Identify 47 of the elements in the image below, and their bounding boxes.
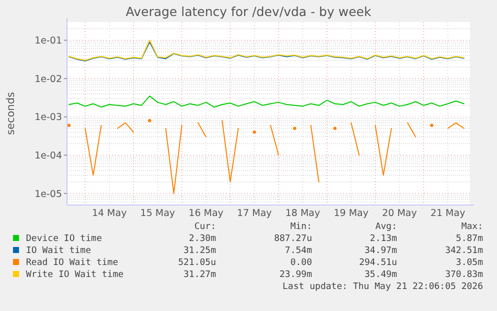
- x-tick-label: 16 May: [188, 208, 224, 219]
- x-tick-label: 14 May: [92, 208, 128, 219]
- text: 35.49m: [364, 270, 397, 280]
- text: Max:: [461, 222, 483, 232]
- y-axis-title: seconds: [5, 92, 17, 135]
- text: 0.00: [290, 258, 312, 268]
- x-tick-label: 21 May: [430, 208, 466, 219]
- point: [430, 124, 434, 127]
- y-tick-label: 1e-01: [34, 36, 62, 47]
- point: [148, 118, 152, 122]
- text: 3.05m: [456, 258, 483, 268]
- legend-label: Write IO Wait time: [26, 270, 124, 280]
- text: 370.83m: [445, 270, 483, 280]
- text: 31.25m: [183, 246, 216, 256]
- point: [333, 126, 337, 130]
- text: 23.99m: [279, 270, 312, 280]
- text: 2.13m: [370, 234, 397, 244]
- y-tick-label: 1e-03: [34, 112, 62, 124]
- y-tick-label: 1e-05: [34, 188, 62, 200]
- text: 2.30m: [188, 234, 216, 244]
- text: Avg:: [375, 222, 397, 232]
- text: Cur:: [194, 222, 216, 232]
- legend-label: Device IO time: [26, 234, 102, 244]
- legend-label: Read IO Wait time: [26, 258, 118, 268]
- x-tick-label: 20 May: [382, 208, 418, 219]
- point: [252, 130, 256, 134]
- y-tick-label: 1e-04: [34, 150, 62, 162]
- text: 34.97m: [364, 246, 397, 256]
- text: 521.05u: [178, 258, 216, 268]
- x-tick-label: 17 May: [237, 208, 272, 219]
- text: 294.51u: [359, 258, 397, 268]
- chart-title: Average latency for /dev/vda - by week: [126, 4, 372, 19]
- text: 342.51m: [445, 246, 483, 256]
- text: 5.87m: [456, 234, 483, 244]
- x-tick-label: 15 May: [140, 208, 176, 219]
- x-tick-label: 18 May: [285, 208, 321, 219]
- y-tick-label: 1e-02: [34, 74, 62, 85]
- line-series: [68, 96, 464, 108]
- text: 7.54m: [284, 246, 312, 256]
- x-tick-label: 19 May: [334, 208, 369, 219]
- text: 887.27u: [274, 234, 312, 244]
- text: 31.27m: [183, 270, 216, 280]
- legend-label: IO Wait time: [26, 246, 92, 256]
- text: Last update: Thu May 21 22:06:05 2026: [282, 282, 483, 292]
- point: [293, 126, 296, 130]
- text: Min:: [290, 222, 312, 232]
- point: [67, 124, 71, 127]
